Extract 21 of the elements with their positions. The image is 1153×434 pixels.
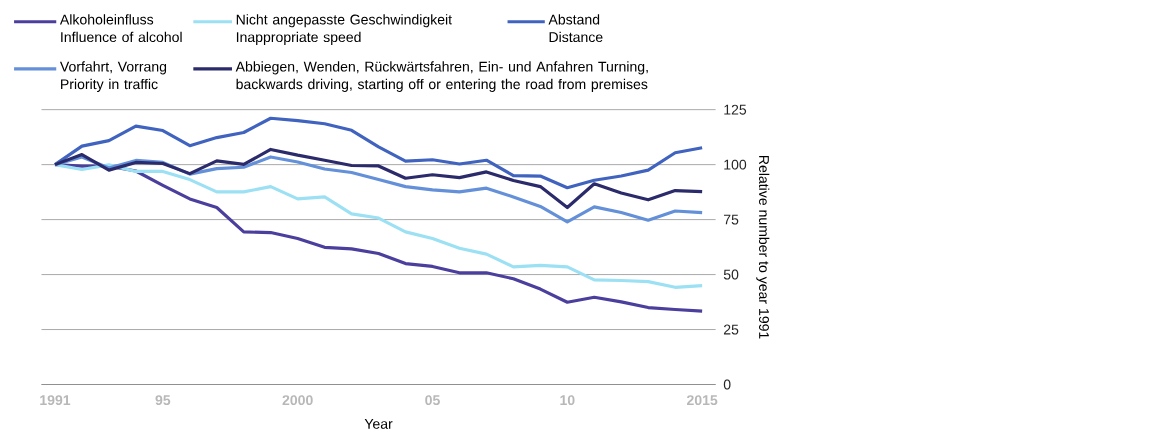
x-tick-label: 2000 [282, 395, 313, 406]
x-tick-label: 05 [425, 395, 440, 406]
legend-label: Vorfahrt, Vorrang Priority in traffic [59, 61, 167, 93]
x-tick-label: 10 [560, 395, 575, 406]
y-tick-label: 25 [723, 324, 739, 335]
x-tick-label: 95 [155, 395, 171, 406]
legend-label: Alkoholeinfluss Influence of alcohol [59, 14, 182, 43]
y-axis-title: Relative number to year 1991 [756, 156, 770, 339]
x-tick-label: 2015 [686, 395, 718, 406]
line-series [53, 148, 704, 210]
y-tick-label: 100 [724, 159, 747, 170]
y-tick-label: 125 [724, 104, 747, 115]
x-tick-label: 1991 [40, 395, 71, 406]
y-tick-label: 0 [723, 379, 731, 390]
legend-label: Abstand Distance [548, 14, 603, 43]
y-tick-label: 75 [723, 214, 739, 225]
line-series [53, 116, 704, 190]
legend-label: Nicht angepasste Geschwindigkeit Inappropriate speed [236, 14, 452, 46]
y-tick-label: 50 [723, 269, 739, 280]
legend-label: Abbiegen, Wenden, Rückwärtsfahren, Ein- und Anfahren Turning, backwards driving, starting off or entering the road from premises [235, 61, 648, 93]
x-axis-title: Year [364, 419, 393, 430]
